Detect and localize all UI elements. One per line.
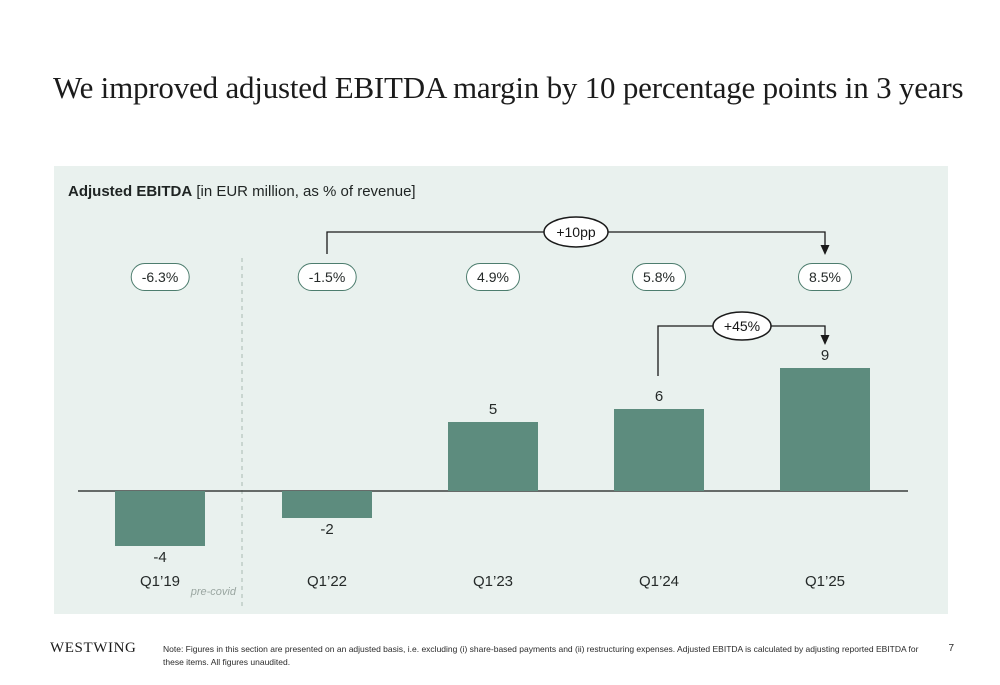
ebitda-bar-chart: +10pp +45% -6.3% -4 Q1’19 -1.5% -2 Q1’22… (54, 166, 948, 614)
bar-value-label: 5 (488, 401, 498, 418)
x-axis-tick-label: Q1’24 (638, 573, 680, 590)
westwing-logo: WESTWING (50, 640, 137, 656)
bar-group-q1-25: 8.5% 9 Q1’25 (780, 166, 870, 614)
bar-group-q1-19: -6.3% -4 Q1’19 (115, 166, 205, 614)
page-number: 7 (948, 643, 954, 654)
annotation-10pp-ellipse (543, 216, 609, 248)
bar-group-q1-24: 5.8% 6 Q1’24 (614, 166, 704, 614)
x-axis-tick-label: Q1’25 (804, 573, 846, 590)
bar-value-label: 6 (654, 388, 664, 405)
bar (614, 409, 704, 491)
chart-title-unit: [in EUR million, as % of revenue] (192, 183, 416, 200)
margin-badge: 4.9% (466, 263, 520, 291)
footnote: Note: Figures in this section are presen… (163, 644, 919, 668)
margin-badge: -1.5% (297, 263, 357, 291)
bar-value-label: -2 (320, 521, 334, 538)
precovid-label: pre-covid (190, 586, 236, 598)
bar-value-label: -4 (153, 549, 167, 566)
bar (780, 368, 870, 491)
x-axis-tick-label: Q1’22 (306, 573, 348, 590)
bar (282, 491, 372, 518)
bar-group-q1-23: 4.9% 5 Q1’23 (448, 166, 538, 614)
margin-badge: -6.3% (130, 263, 190, 291)
annotation-45pct-ellipse (712, 311, 772, 341)
chart-panel: Adjusted EBITDA [in EUR million, as % of… (54, 166, 948, 614)
bar (115, 491, 205, 546)
bar (448, 422, 538, 491)
margin-badge: 5.8% (632, 263, 686, 291)
margin-badge: 8.5% (798, 263, 852, 291)
x-axis-tick-label: Q1’23 (472, 573, 514, 590)
bar-value-label: 9 (820, 347, 830, 364)
annotation-10pp-label: +10pp (556, 224, 596, 240)
bar-group-q1-22: -1.5% -2 Q1’22 (282, 166, 372, 614)
chart-title-main: Adjusted EBITDA (68, 183, 193, 200)
annotation-10pp-bracket (326, 231, 826, 254)
chart-title: Adjusted EBITDA [in EUR million, as % of… (68, 183, 416, 200)
slide-title: We improved adjusted EBITDA margin by 10… (53, 70, 964, 105)
annotation-45pct-label: +45% (724, 318, 760, 334)
x-axis-tick-label: Q1’19 (139, 573, 181, 590)
